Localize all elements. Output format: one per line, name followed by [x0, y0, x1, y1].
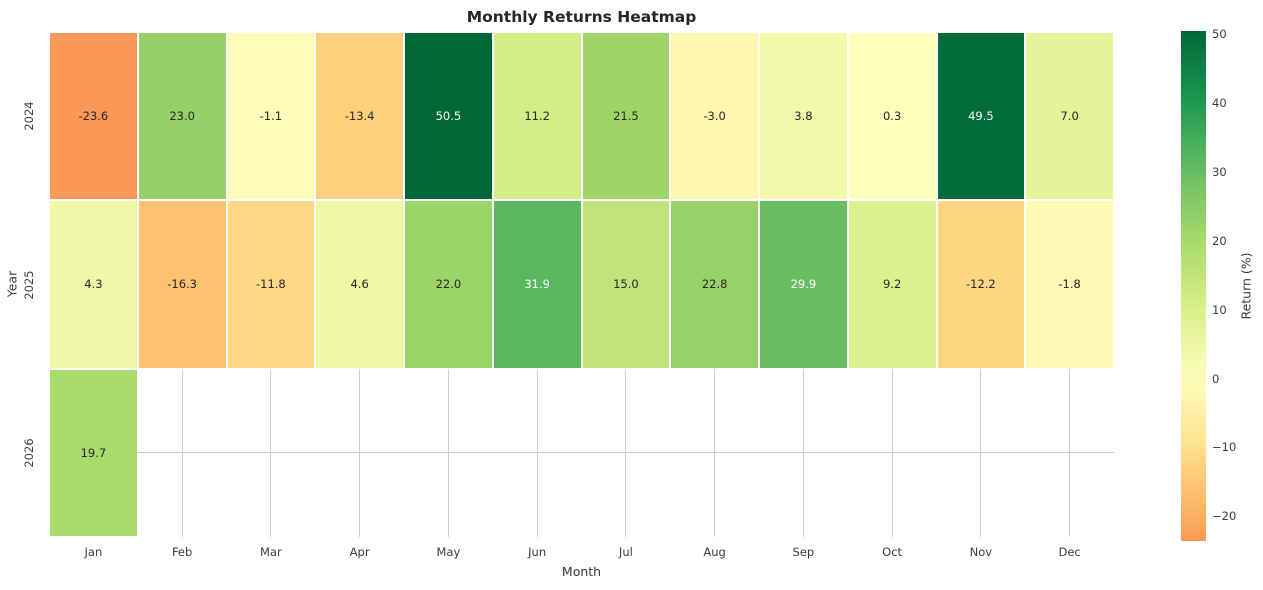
heatmap-cell-2026-Jan: 19.7 [49, 368, 138, 537]
heatmap-cell-2025-Apr: 4.6 [315, 200, 404, 369]
colorbar [1181, 31, 1206, 541]
y-tick-2025: 2025 [22, 269, 36, 300]
x-tick-Nov: Nov [969, 545, 993, 559]
heatmap-cells: -23.6 23.0 -1.1 -13.4 50.5 11.2 21.5 -3.0 3.8 0.3… [49, 32, 1114, 537]
y-tick-2024: 2024 [22, 101, 36, 131]
x-tick-Sep: Sep [792, 545, 815, 559]
heatmap-cell-2025-Jan: 4.3 [49, 200, 138, 369]
heatmap-cell-2024-Sep: 3.8 [759, 32, 848, 201]
heatmap-cell-2025-Jun: 31.9 [492, 200, 582, 369]
x-tick-Jun: Jun [528, 545, 547, 559]
colorbar-tick-−10: −10 [1212, 440, 1237, 455]
colorbar-tick-−20: −20 [1212, 509, 1237, 524]
heatmap-cell-2025-Dec: -1.8 [1025, 200, 1114, 369]
x-tick-Feb: Feb [171, 545, 193, 559]
heatmap-axes: -23.6 23.0 -1.1 -13.4 50.5 11.2 21.5 -3.0 3.8 0.3… [49, 32, 1114, 537]
heatmap-cell-2026-Nov [937, 369, 1026, 537]
heatmap-cell-2025-Sep: 29.9 [759, 200, 848, 369]
heatmap-cell-2024-Mar: -1.1 [226, 32, 316, 201]
heatmap-cell-2025-Nov: -12.2 [936, 200, 1026, 369]
x-tick-Apr: Apr [349, 545, 370, 559]
heatmap-cell-2026-Sep [759, 369, 848, 537]
y-axis-label: Year [4, 270, 20, 298]
colorbar-tick-40: 40 [1212, 96, 1227, 111]
heatmap-cell-2025-Oct: 9.2 [847, 200, 937, 369]
y-tick-2026: 2026 [22, 438, 36, 468]
x-tick-May: May [436, 545, 461, 559]
x-tick-Oct: Oct [882, 545, 903, 559]
x-tick-Jul: Jul [618, 545, 633, 559]
colorbar-label: Return (%) [1238, 252, 1254, 320]
heatmap-cell-2026-Jun [493, 369, 582, 537]
heatmap-cell-2025-May: 22.0 [404, 200, 493, 369]
x-axis-label: Month [561, 564, 602, 579]
x-tick-Aug: Aug [703, 545, 726, 559]
heatmap-cell-2026-Aug [670, 369, 759, 537]
heatmap-cell-2024-Jan: -23.6 [49, 32, 138, 201]
x-tick-Mar: Mar [260, 545, 282, 559]
heatmap-cell-2024-Jun: 11.2 [492, 32, 582, 201]
chart-title: Monthly Returns Heatmap [466, 8, 697, 26]
heatmap-cell-2024-May: 50.5 [404, 32, 493, 201]
heatmap-cell-2024-Feb: 23.0 [137, 32, 227, 201]
heatmap-cell-2026-Apr [315, 369, 404, 537]
colorbar-tick-0: 0 [1212, 371, 1220, 386]
heatmap-cell-2026-Jul [582, 369, 671, 537]
heatmap-cell-2024-Nov: 49.5 [936, 32, 1026, 201]
heatmap-cell-2025-Feb: -16.3 [137, 200, 227, 369]
colorbar-tick-30: 30 [1212, 165, 1227, 180]
heatmap-cell-2024-Jul: 21.5 [581, 32, 671, 201]
heatmap-cell-2024-Dec: 7.0 [1025, 32, 1114, 201]
x-tick-Dec: Dec [1058, 545, 1081, 559]
heatmap-cell-2026-May [404, 369, 493, 537]
colorbar-tick-10: 10 [1212, 302, 1227, 317]
heatmap-cell-2024-Oct: 0.3 [847, 32, 937, 201]
heatmap-cell-2026-Mar [227, 369, 316, 537]
heatmap-cell-2024-Apr: -13.4 [315, 32, 404, 201]
colorbar-tick-50: 50 [1212, 27, 1227, 42]
heatmap-cell-2026-Feb [138, 369, 227, 537]
gridline [49, 452, 1114, 454]
colorbar-tick-20: 20 [1212, 233, 1227, 248]
x-tick-Jan: Jan [84, 545, 103, 559]
heatmap-cell-2025-Mar: -11.8 [226, 200, 316, 369]
heatmap-cell-2025-Aug: 22.8 [670, 200, 759, 369]
heatmap-cell-2026-Dec [1025, 369, 1114, 537]
heatmap-cell-2025-Jul: 15.0 [581, 200, 671, 369]
heatmap-cell-2026-Oct [848, 369, 937, 537]
heatmap-cell-2024-Aug: -3.0 [670, 32, 759, 201]
